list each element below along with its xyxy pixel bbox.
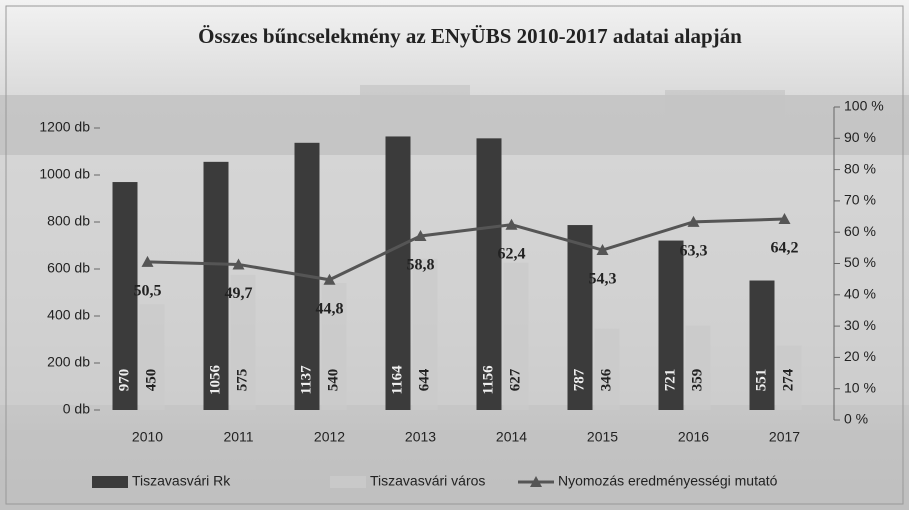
bar-value-label: 274	[780, 368, 796, 391]
bar	[594, 328, 620, 410]
bar-value-label: 540	[325, 369, 341, 392]
legend-marker	[530, 476, 542, 487]
line-marker	[414, 229, 427, 241]
x-tick-label: 2017	[769, 429, 800, 445]
line-marker	[232, 258, 245, 270]
bar	[412, 258, 438, 410]
x-tick-label: 2015	[587, 429, 618, 445]
bar	[476, 138, 502, 410]
bar-value-label: 627	[507, 368, 523, 391]
building-tower	[665, 90, 785, 145]
bar	[230, 274, 256, 410]
bar	[385, 136, 411, 410]
legend-swatch	[330, 476, 366, 488]
bar-value-label: 644	[416, 368, 432, 391]
y2-tick-label: 10 %	[844, 379, 876, 395]
x-tick-label: 2016	[678, 429, 709, 445]
y2-tick-label: 60 %	[844, 223, 876, 239]
line-value-label: 49,7	[225, 285, 253, 302]
line-marker	[141, 255, 154, 267]
bar	[139, 304, 165, 410]
y2-tick-label: 90 %	[844, 129, 876, 145]
bar-value-label: 1164	[389, 365, 405, 395]
bar-value-label: 1156	[480, 365, 496, 395]
line-value-label: 50,5	[134, 283, 162, 300]
y-tick-label: 1200 db	[39, 119, 90, 135]
y2-tick-label: 0 %	[844, 411, 868, 427]
line-marker	[323, 273, 336, 285]
bar	[749, 280, 775, 410]
bar	[321, 283, 347, 410]
bar-value-label: 1137	[298, 365, 314, 395]
line-value-label: 62,4	[498, 245, 526, 262]
bar-value-label: 346	[598, 368, 614, 391]
y-tick-label: 200 db	[47, 354, 90, 370]
bar	[685, 325, 711, 410]
line-value-label: 54,3	[589, 271, 617, 288]
line-marker	[596, 244, 609, 256]
bar	[776, 345, 802, 410]
bar-value-label: 787	[571, 368, 587, 391]
legend-swatch	[92, 476, 128, 488]
x-tick-label: 2014	[496, 429, 527, 445]
line-marker	[687, 215, 700, 227]
x-tick-label: 2011	[223, 429, 253, 445]
x-tick-label: 2013	[405, 429, 436, 445]
y2-tick-label: 20 %	[844, 348, 876, 364]
line-value-label: 63,3	[680, 243, 708, 260]
x-tick-label: 2010	[132, 429, 163, 445]
line-value-label: 44,8	[316, 300, 344, 317]
bar	[503, 262, 529, 410]
line	[147, 217, 785, 282]
bar	[658, 240, 684, 410]
bar-value-label: 450	[143, 369, 159, 392]
bar-value-label: 551	[753, 369, 769, 392]
bar-value-label: 970	[116, 369, 132, 392]
legend-label: Tiszavasvári Rk	[132, 473, 231, 489]
bar-value-label: 359	[689, 369, 705, 392]
line-value-label: 58,8	[407, 257, 435, 274]
y2-tick-label: 70 %	[844, 192, 876, 208]
legend-label: Tiszavasvári város	[370, 473, 485, 489]
y-tick-label: 1000 db	[39, 166, 90, 182]
y2-tick-label: 100 %	[844, 98, 884, 114]
bar	[112, 182, 138, 410]
bar	[567, 225, 593, 410]
building-tower	[360, 85, 470, 145]
x-tick-label: 2012	[314, 429, 345, 445]
y2-tick-label: 40 %	[844, 286, 876, 302]
y-tick-label: 400 db	[47, 307, 90, 323]
bar-value-label: 575	[234, 369, 250, 392]
line-value-label: 64,2	[771, 240, 799, 257]
y-tick-label: 600 db	[47, 260, 90, 276]
bar	[203, 161, 229, 410]
y2-tick-label: 80 %	[844, 160, 876, 176]
bar-value-label: 721	[662, 369, 678, 392]
y-tick-label: 0 db	[63, 401, 90, 417]
legend-label: Nyomozás eredményességi mutató	[558, 473, 778, 489]
ground	[0, 430, 909, 510]
line-marker	[505, 218, 518, 230]
y2-tick-label: 30 %	[844, 317, 876, 333]
frame	[5, 5, 904, 505]
bar-value-label: 1056	[207, 365, 223, 396]
y2-tick-label: 50 %	[844, 254, 876, 270]
chart-title: Összes bűncselekmény az ENyÜBS 2010-2017…	[198, 24, 742, 48]
line-marker	[778, 213, 791, 225]
y-tick-label: 800 db	[47, 213, 90, 229]
